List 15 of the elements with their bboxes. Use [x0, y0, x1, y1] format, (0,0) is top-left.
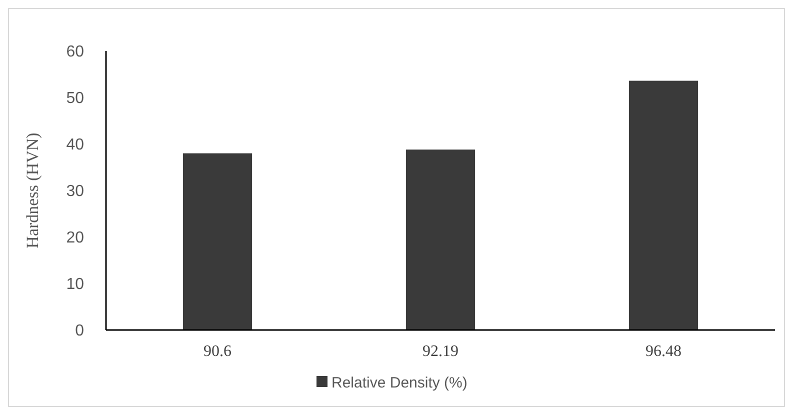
legend-label: Relative Density (%) [332, 374, 468, 392]
y-tick-label: 0 [75, 322, 84, 340]
y-tick-label: 10 [66, 276, 84, 294]
x-tick-label: 96.48 [646, 343, 682, 360]
y-tick-label: 60 [66, 44, 84, 61]
y-tick-label: 30 [66, 183, 84, 200]
y-tick-label: 50 [66, 90, 84, 108]
x-tick-label: 92.19 [422, 343, 458, 360]
bar [182, 153, 252, 330]
y-tick-label: 20 [66, 230, 84, 247]
y-axis-title: Hardness (HVN) [23, 132, 42, 248]
x-tick-label: 90.6 [204, 343, 232, 360]
bar [406, 150, 476, 330]
y-tick-label: 40 [66, 136, 84, 154]
bar [628, 80, 698, 330]
